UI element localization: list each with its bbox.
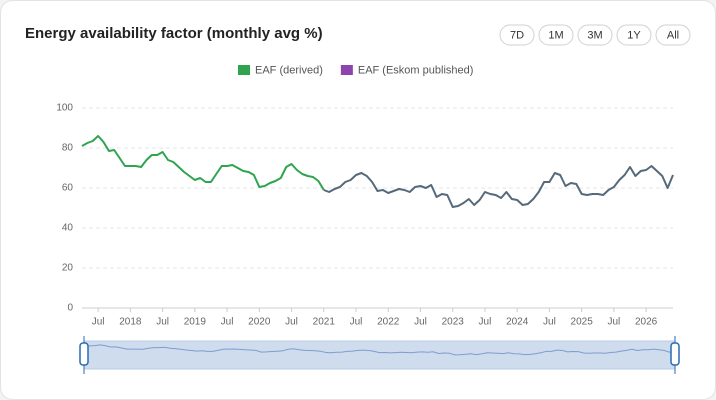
y-tick-label: 0 [67, 303, 73, 314]
x-tick-label: Jul [414, 317, 427, 328]
x-tick-label: Jul [479, 317, 492, 328]
range-button[interactable] [577, 24, 613, 46]
x-tick-label: 2019 [184, 317, 207, 328]
chart-title: Energy availability factor (monthly avg … [25, 25, 323, 42]
data-line [323, 165, 674, 208]
legend-label[interactable]: EAF (Eskom published) [358, 64, 474, 76]
range-button[interactable] [616, 24, 652, 46]
navigator-handle[interactable] [79, 342, 89, 366]
navigator-window [83, 340, 676, 370]
range-button-label[interactable]: 1Y [627, 29, 641, 41]
x-tick-label: Jul [608, 317, 621, 328]
range-button-label[interactable]: 3M [587, 29, 602, 41]
x-tick-label: Jul [285, 317, 298, 328]
range-button[interactable] [655, 24, 691, 46]
x-tick-label: 2023 [442, 317, 465, 328]
navigator-line [325, 348, 676, 356]
x-tick-label: Jul [92, 317, 105, 328]
x-tick-label: Jul [221, 317, 234, 328]
range-button[interactable] [538, 24, 574, 46]
y-tick-label: 60 [62, 183, 74, 194]
x-tick-label: 2025 [571, 317, 594, 328]
x-tick-label: 2022 [377, 317, 400, 328]
legend-label[interactable]: EAF (derived) [255, 64, 323, 76]
y-tick-label: 80 [62, 143, 74, 154]
x-tick-label: Jul [156, 317, 169, 328]
x-tick-label: Jul [350, 317, 363, 328]
y-tick-label: 100 [56, 103, 73, 114]
legend-swatch[interactable] [238, 65, 250, 75]
range-button-label[interactable]: 1M [548, 29, 563, 41]
x-tick-label: 2024 [506, 317, 529, 328]
navigator-line [83, 344, 326, 353]
range-button-label[interactable]: All [667, 29, 679, 41]
data-line [81, 135, 325, 191]
range-button-label[interactable]: 7D [510, 29, 524, 41]
legend-swatch[interactable] [340, 65, 353, 75]
x-tick-label: 2021 [313, 317, 336, 328]
x-tick-label: 2020 [248, 317, 271, 328]
x-tick-label: 2018 [119, 317, 142, 328]
range-button[interactable] [499, 24, 535, 46]
x-tick-label: 2026 [635, 317, 658, 328]
y-tick-label: 20 [62, 263, 74, 274]
x-tick-label: Jul [543, 317, 556, 328]
navigator-handle[interactable] [670, 342, 680, 366]
y-tick-label: 40 [62, 223, 74, 234]
